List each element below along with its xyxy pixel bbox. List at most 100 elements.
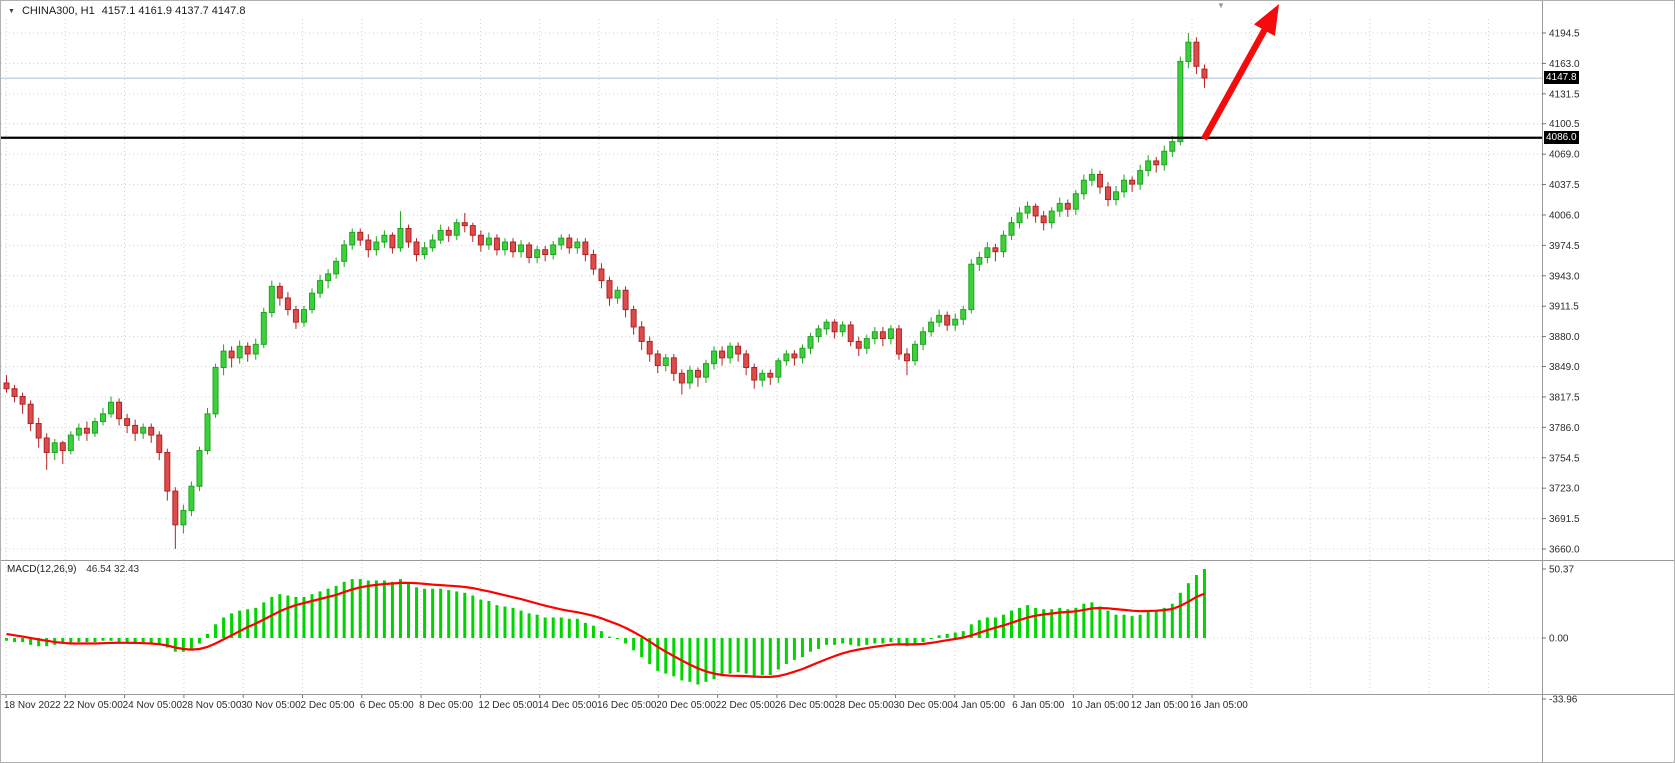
candle-body [831, 321, 838, 333]
candle-body [11, 388, 18, 397]
macd-axis-label: 0.00 [1549, 634, 1569, 645]
candle-body [1080, 179, 1087, 195]
candle-body [333, 260, 340, 275]
candle-body [775, 360, 782, 378]
macd-values: 46.54 32.43 [86, 564, 140, 575]
candle-body [156, 434, 163, 453]
macd-histogram-bar [503, 606, 507, 638]
macd-axis-label: 50.37 [1549, 565, 1574, 576]
candle-body [920, 331, 927, 345]
macd-histogram-bar [551, 617, 555, 638]
macd-histogram-bar [230, 613, 234, 638]
candle-body [590, 254, 597, 270]
candle-body [1056, 202, 1063, 212]
macd-histogram-bar [1162, 607, 1166, 638]
candle-body [244, 345, 251, 355]
price-axis-label: 3723.0 [1549, 484, 1580, 495]
candle-body [1201, 68, 1208, 79]
macd-histogram-bar [583, 622, 587, 638]
candle-body [582, 241, 589, 256]
macd-histogram-bar [487, 601, 491, 638]
candle-body [132, 424, 139, 434]
candle-body [300, 309, 307, 323]
candle-body [823, 321, 830, 330]
time-axis-label: 16 Jan 05:00 [1190, 700, 1248, 711]
candle-body [630, 309, 637, 328]
macd-histogram-bar [366, 580, 370, 638]
candle-body [912, 343, 919, 362]
macd-histogram-bar [278, 594, 282, 638]
candle-body [19, 395, 26, 405]
candle-body [928, 321, 935, 333]
macd-histogram-bar [447, 590, 451, 638]
time-axis[interactable]: 18 Nov 2022 22 Nov 05:00 24 Nov 05:00 28 No… [4, 695, 1248, 711]
trend-arrow-annotation[interactable] [1201, 4, 1279, 141]
price-axis-label: 4100.5 [1549, 119, 1580, 130]
macd-histogram-bar [390, 581, 394, 638]
candle-body [276, 285, 283, 299]
macd-histogram-bar [165, 638, 169, 648]
candle-body [815, 328, 822, 338]
candle-body [542, 249, 549, 256]
time-axis-label: 4 Jan 05:00 [953, 700, 1006, 711]
candle-body [59, 442, 66, 452]
candle-body [397, 227, 404, 249]
macd-histogram-bar [913, 638, 917, 645]
macd-histogram-bar [423, 588, 427, 638]
macd-histogram-bar [648, 638, 652, 665]
macd-histogram-bar [1178, 592, 1182, 638]
price-axis[interactable]: 4194.5 4163.0 4131.5 4100.5 4069.0 4037.5 4006… [1542, 29, 1580, 556]
candle-body [3, 382, 10, 390]
level-price-tag: 4086.0 [1544, 131, 1579, 144]
macd-axis[interactable]: 50.37 0.00 -33.96 [1542, 565, 1578, 706]
macd-histogram-bar [1082, 603, 1086, 638]
candle-body [646, 340, 653, 355]
candle-body [791, 353, 798, 359]
candle-body [1024, 205, 1031, 214]
macd-histogram-bar [246, 609, 250, 638]
macd-histogram-bar [616, 638, 620, 639]
candle-body [670, 357, 677, 374]
price-axis-label: 3817.5 [1549, 392, 1580, 403]
candle-body [598, 268, 605, 282]
candle-body [1008, 222, 1015, 236]
chart-shift-marker-icon[interactable]: ▼ [1217, 1, 1225, 10]
macd-histogram-bar [133, 638, 137, 644]
macd-histogram-bar [776, 638, 780, 670]
candle-body [349, 231, 356, 246]
candle-body [1016, 212, 1023, 224]
candle-body [365, 239, 372, 251]
macd-histogram-bar [833, 638, 837, 645]
macd-histogram-bar [1034, 607, 1038, 638]
candle-body [67, 434, 74, 452]
macd-histogram-bar [157, 638, 161, 645]
candle-body [606, 280, 613, 299]
candle-body [381, 234, 388, 243]
candle-body [429, 239, 436, 249]
macd-axis-label: -33.96 [1549, 695, 1578, 706]
macd-histogram-bar [953, 632, 957, 638]
macd-histogram-bar [575, 618, 579, 638]
macd-histogram-bar [374, 580, 378, 638]
price-axis-label: 3943.0 [1549, 271, 1580, 282]
time-axis-label: 28 Dec 05:00 [834, 700, 894, 711]
time-axis-label: 8 Dec 05:00 [419, 700, 473, 711]
candle-body [140, 426, 147, 434]
candle-body [855, 340, 862, 349]
macd-histogram-bar [519, 610, 523, 638]
macd-histogram-bar [712, 638, 716, 680]
price-axis-label: 3786.0 [1549, 423, 1580, 434]
candle-body [1193, 41, 1200, 67]
macd-histogram-bar [1098, 606, 1102, 638]
candle-body [1088, 173, 1095, 181]
candle-body [220, 350, 227, 369]
macd-histogram-bar [286, 595, 290, 638]
candle-body [654, 353, 661, 367]
symbol-dropdown-icon[interactable]: ▼ [8, 7, 15, 15]
macd-histogram-bar [326, 588, 330, 638]
macd-histogram-bar [181, 638, 185, 652]
candle-body [99, 413, 106, 423]
candle-body [863, 338, 870, 349]
candle-body [389, 234, 396, 249]
